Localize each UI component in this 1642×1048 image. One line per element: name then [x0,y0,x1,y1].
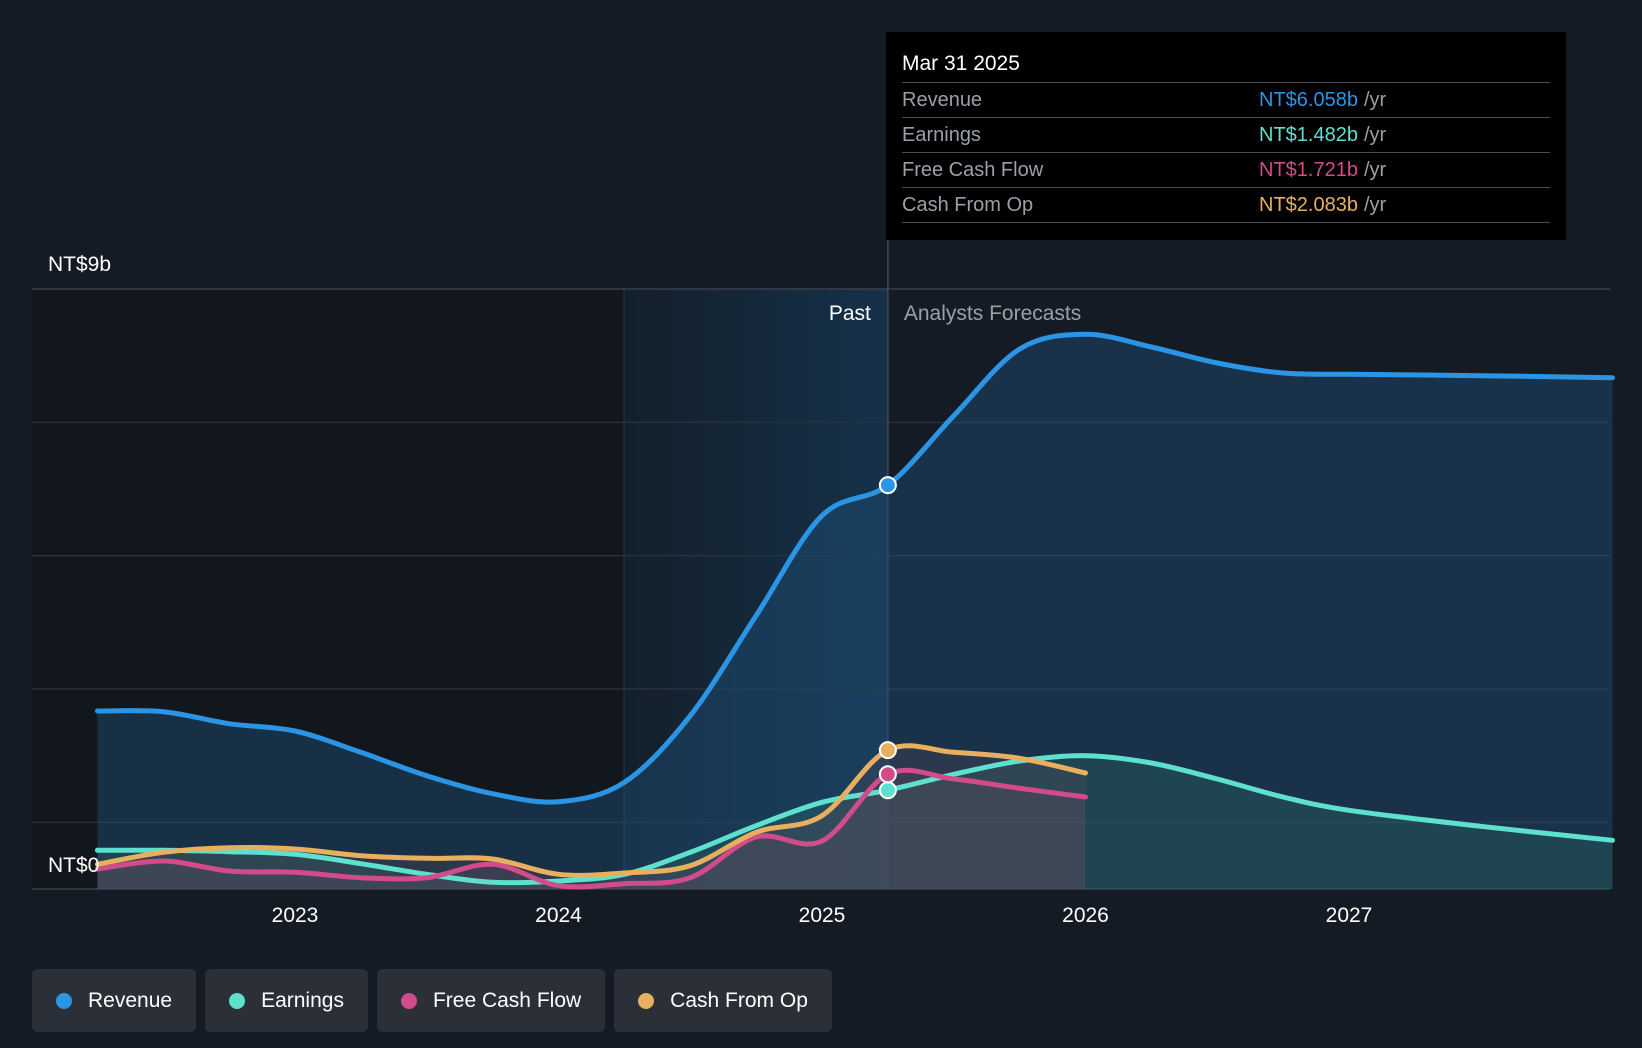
tooltip-label: Earnings [902,124,981,146]
tooltip-label: Free Cash Flow [902,159,1044,181]
legend-item-earnings[interactable]: Earnings [205,969,368,1032]
cash-from-op-line [94,743,1088,878]
legend: Revenue Earnings Free Cash Flow Cash Fro… [32,969,832,1032]
revenue-line [94,331,1615,805]
earnings-point [878,781,897,800]
x-tick-label: 2025 [799,904,846,927]
y-axis-max-label: NT$9b [48,253,111,276]
tooltip-value: NT$6.058b [1259,89,1358,111]
legend-dot-icon [56,992,72,1009]
legend-label: Earnings [261,988,344,1012]
legend-dot-icon [638,992,655,1009]
x-tick-label: 2026 [1062,904,1109,927]
tooltip-value: NT$2.083b [1259,194,1358,216]
tooltip-row-revenue: Revenue NT$6.058b /yr [902,82,1550,117]
cash-from-op-point [878,741,897,760]
tooltip-value: NT$1.482b [1259,124,1358,146]
tooltip-unit: /yr [1363,124,1387,146]
earnings-line [94,753,1615,886]
forecast-label: Analysts Forecasts [904,302,1081,325]
legend-dot-icon [229,992,246,1009]
legend-item-cash-from-op[interactable]: Cash From Op [614,969,832,1032]
tooltip-row-free-cash-flow: Free Cash Flow NT$1.721b /yr [902,152,1550,187]
tooltip-row-earnings: Earnings NT$1.482b /yr [902,117,1550,152]
legend-label: Free Cash Flow [432,988,582,1012]
free-cash-flow-line [94,767,1088,890]
revenue-area [97,334,1613,889]
x-tick-label: 2027 [1326,904,1373,927]
tooltip-unit: /yr [1363,89,1387,111]
earnings-area [97,755,1613,889]
tooltip-row-cash-from-op: Cash From Op NT$2.083b /yr [902,187,1550,223]
tooltip-value: NT$1.721b [1259,159,1358,181]
x-tick-label: 2023 [272,904,319,927]
legend-label: Cash From Op [670,988,808,1012]
past-label: Past [829,302,871,325]
tooltip-label: Cash From Op [902,194,1034,216]
past-highlight-region [624,289,888,889]
legend-label: Revenue [88,988,173,1012]
free-cash-flow-point [878,765,897,784]
x-tick-label: 2024 [535,904,582,927]
legend-item-free-cash-flow[interactable]: Free Cash Flow [376,969,606,1032]
tooltip-unit: /yr [1363,159,1387,181]
tooltip: Mar 31 2025 Revenue NT$6.058b /yr Earnin… [886,32,1566,240]
free-cash-flow-area [97,770,1086,889]
revenue-point [878,476,897,495]
tooltip-label: Revenue [902,89,983,111]
legend-dot-icon [400,992,417,1009]
y-axis-min-label: NT$0 [48,854,99,877]
tooltip-unit: /yr [1363,194,1387,216]
tooltip-date: Mar 31 2025 [902,52,1020,75]
cash-from-op-area [97,745,1086,889]
legend-item-revenue[interactable]: Revenue [32,969,197,1032]
